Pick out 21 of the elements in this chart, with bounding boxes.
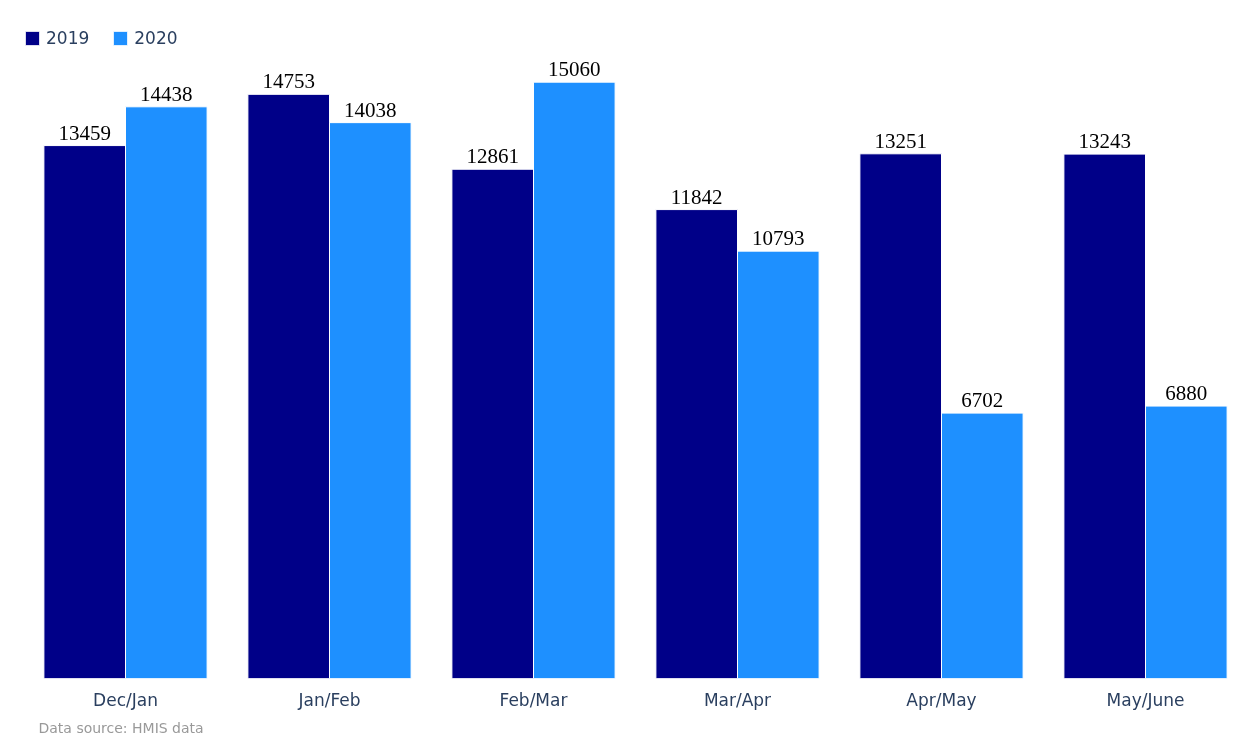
x-tick-label: May/June — [1106, 689, 1185, 710]
data-label: 14753 — [262, 69, 315, 94]
data-label: 15060 — [548, 57, 601, 82]
data-label: 13243 — [1078, 129, 1131, 154]
x-tick-label: Mar/Apr — [703, 689, 772, 710]
x-tick-label: Apr/May — [906, 689, 977, 710]
data-label: 14438 — [140, 81, 193, 106]
data-label: 11842 — [670, 184, 723, 209]
data-label: 12861 — [466, 144, 519, 169]
x-tick-label: Jan/Feb — [297, 689, 361, 710]
legend-label: 2020 — [134, 28, 178, 48]
data-label: 6702 — [961, 388, 1004, 413]
x-tick-label: Dec/Jan — [93, 689, 158, 710]
x-tick-label: Feb/Mar — [499, 689, 568, 710]
legend-label: 2019 — [46, 28, 90, 48]
data-label: 13459 — [58, 120, 111, 145]
data-label: 6880 — [1165, 381, 1208, 406]
data-label: 14038 — [344, 97, 397, 122]
source-note: Data source: HMIS data — [38, 719, 204, 736]
data-label: 13251 — [874, 128, 927, 153]
data-label: 10793 — [752, 226, 805, 251]
